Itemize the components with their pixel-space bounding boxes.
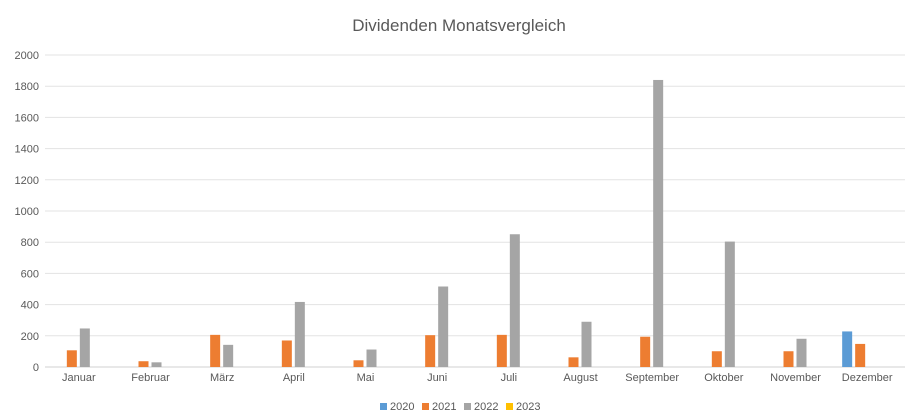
legend-swatch — [464, 403, 471, 410]
bar-2022-Januar — [79, 328, 90, 367]
bar-2021-März — [210, 334, 221, 367]
y-tick-label: 0 — [33, 362, 39, 374]
y-tick-label: 200 — [21, 331, 39, 343]
bar-2021-Mai — [353, 360, 364, 367]
x-tick-label: Januar — [62, 372, 96, 384]
x-tick-label: Oktober — [704, 372, 743, 384]
x-tick-label: Februar — [131, 372, 170, 384]
bar-2021-April — [281, 340, 292, 367]
y-tick-label: 1000 — [15, 206, 39, 218]
y-tick-label: 400 — [21, 300, 39, 312]
y-tick-label: 1800 — [15, 81, 39, 93]
x-tick-label: Juni — [427, 372, 447, 384]
bar-2022-September — [653, 79, 664, 368]
bar-2022-August — [581, 321, 592, 367]
x-tick-label: August — [563, 372, 597, 384]
y-tick-label: 600 — [21, 268, 39, 280]
legend-swatch — [422, 403, 429, 410]
chart-title: Dividenden Monatsvergleich — [352, 16, 566, 35]
bar-2021-Juni — [425, 335, 436, 367]
bar-2022-November — [796, 338, 807, 367]
bar-2021-August — [568, 357, 579, 367]
legend-swatch — [506, 403, 513, 410]
legend-item-2022: 2022 — [464, 401, 498, 413]
legend-item-2023: 2023 — [506, 401, 540, 413]
legend-label: 2020 — [390, 401, 414, 413]
legend-label: 2021 — [432, 401, 456, 413]
legend-label: 2022 — [474, 401, 498, 413]
bar-2021-Januar — [66, 350, 77, 367]
bar-2021-Februar — [138, 361, 149, 367]
bar-2022-April — [294, 301, 305, 367]
legend-item-2020: 2020 — [380, 401, 414, 413]
bar-2022-März — [223, 344, 234, 367]
bar-2022-Februar — [151, 362, 162, 367]
bar-2021-Oktober — [711, 351, 722, 367]
x-tick-label: Juli — [501, 372, 518, 384]
bar-2020-Dezember — [842, 331, 853, 367]
legend-label: 2023 — [516, 401, 540, 413]
y-tick-label: 800 — [21, 237, 39, 249]
x-tick-label: Mai — [357, 372, 375, 384]
bar-2022-Juni — [438, 286, 449, 367]
x-tick-label: Dezember — [842, 372, 893, 384]
x-tick-label: März — [210, 372, 234, 384]
y-tick-label: 1400 — [15, 144, 39, 156]
legend-item-2021: 2021 — [422, 401, 456, 413]
legend-swatch — [380, 403, 387, 410]
bar-2021-November — [783, 351, 794, 367]
y-tick-label: 2000 — [15, 50, 39, 62]
bar-2021-September — [640, 336, 651, 367]
bar-2022-Oktober — [724, 241, 735, 367]
bar-2022-Juli — [509, 234, 520, 367]
bar-2021-Dezember — [855, 343, 866, 367]
bar-2021-Juli — [496, 334, 507, 367]
y-tick-label: 1600 — [15, 112, 39, 124]
x-tick-label: April — [283, 372, 305, 384]
x-tick-label: November — [770, 372, 821, 384]
x-tick-label: September — [625, 372, 679, 384]
y-tick-label: 1200 — [15, 175, 39, 187]
bar-2022-Mai — [366, 349, 377, 367]
